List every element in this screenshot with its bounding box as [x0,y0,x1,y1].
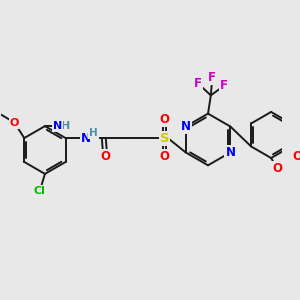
Text: H: H [89,128,98,138]
Text: O: O [10,118,19,128]
Text: S: S [160,132,169,145]
Text: N: N [225,146,236,159]
Text: N: N [81,132,91,145]
Text: F: F [208,71,216,85]
Text: O: O [272,162,282,175]
Text: O: O [292,150,300,163]
Text: O: O [160,113,170,126]
Text: F: F [220,79,228,92]
Text: Cl: Cl [34,186,46,196]
Text: H: H [61,121,70,131]
Text: N: N [181,120,190,133]
Text: N: N [53,121,62,131]
Text: O: O [160,150,170,163]
Text: F: F [194,77,202,90]
Text: O: O [100,150,110,163]
